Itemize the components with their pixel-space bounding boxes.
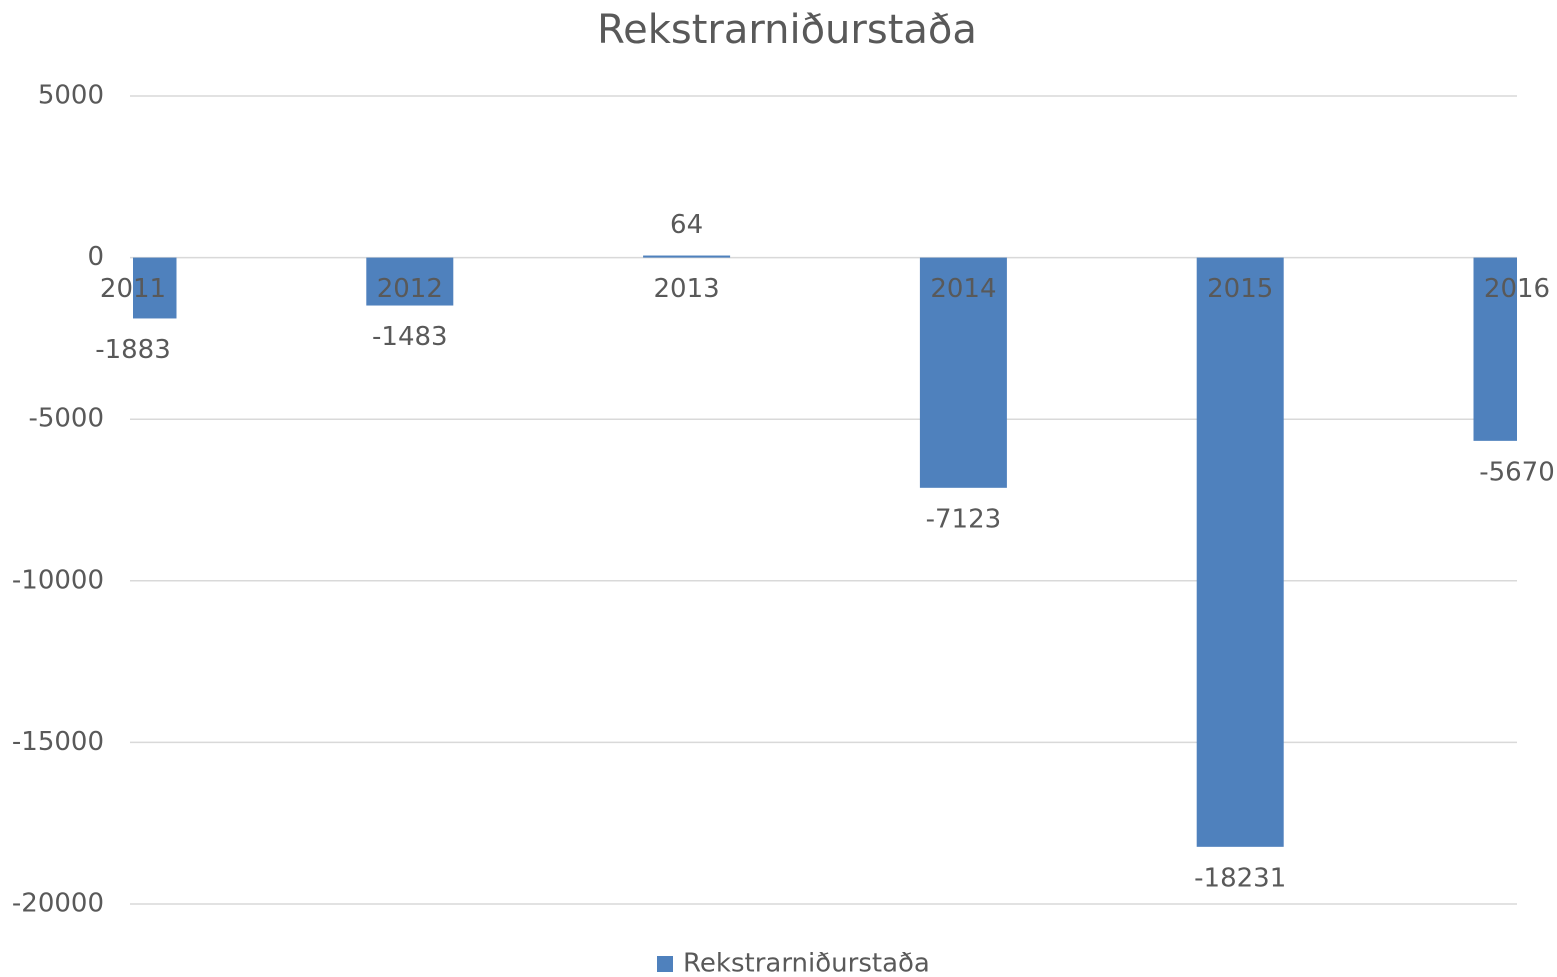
y-tick-label: -20000 (12, 889, 104, 919)
x-tick-label: 2012 (377, 274, 443, 304)
bar (643, 255, 731, 258)
x-tick-label: 2011 (100, 274, 166, 304)
y-tick-label: 5000 (38, 81, 104, 111)
data-label: -1483 (372, 322, 448, 352)
data-label: -7123 (926, 504, 1002, 534)
bar (919, 257, 1007, 488)
legend-label: Rekstrarniðurstaða (683, 949, 930, 977)
data-label: -1883 (95, 335, 171, 365)
plot-area (133, 255, 1517, 847)
y-tick-label: -5000 (28, 404, 104, 434)
y-tick-label: 0 (87, 242, 104, 272)
x-tick-label: 2014 (930, 274, 996, 304)
y-tick-label: -15000 (12, 727, 104, 757)
y-tick-label: -10000 (12, 565, 104, 595)
legend-swatch (657, 956, 673, 972)
x-tick-label: 2016 (1484, 274, 1550, 304)
bar (1196, 257, 1284, 847)
x-tick-label: 2015 (1207, 274, 1273, 304)
data-label: -18231 (1194, 863, 1286, 893)
data-label: 64 (670, 210, 703, 240)
bar (366, 257, 454, 306)
chart-title: Rekstrarniðurstaða (597, 7, 977, 53)
bar (133, 257, 177, 319)
bar (1473, 257, 1517, 441)
data-label: -5670 (1479, 457, 1555, 487)
x-tick-label: 2013 (654, 274, 720, 304)
